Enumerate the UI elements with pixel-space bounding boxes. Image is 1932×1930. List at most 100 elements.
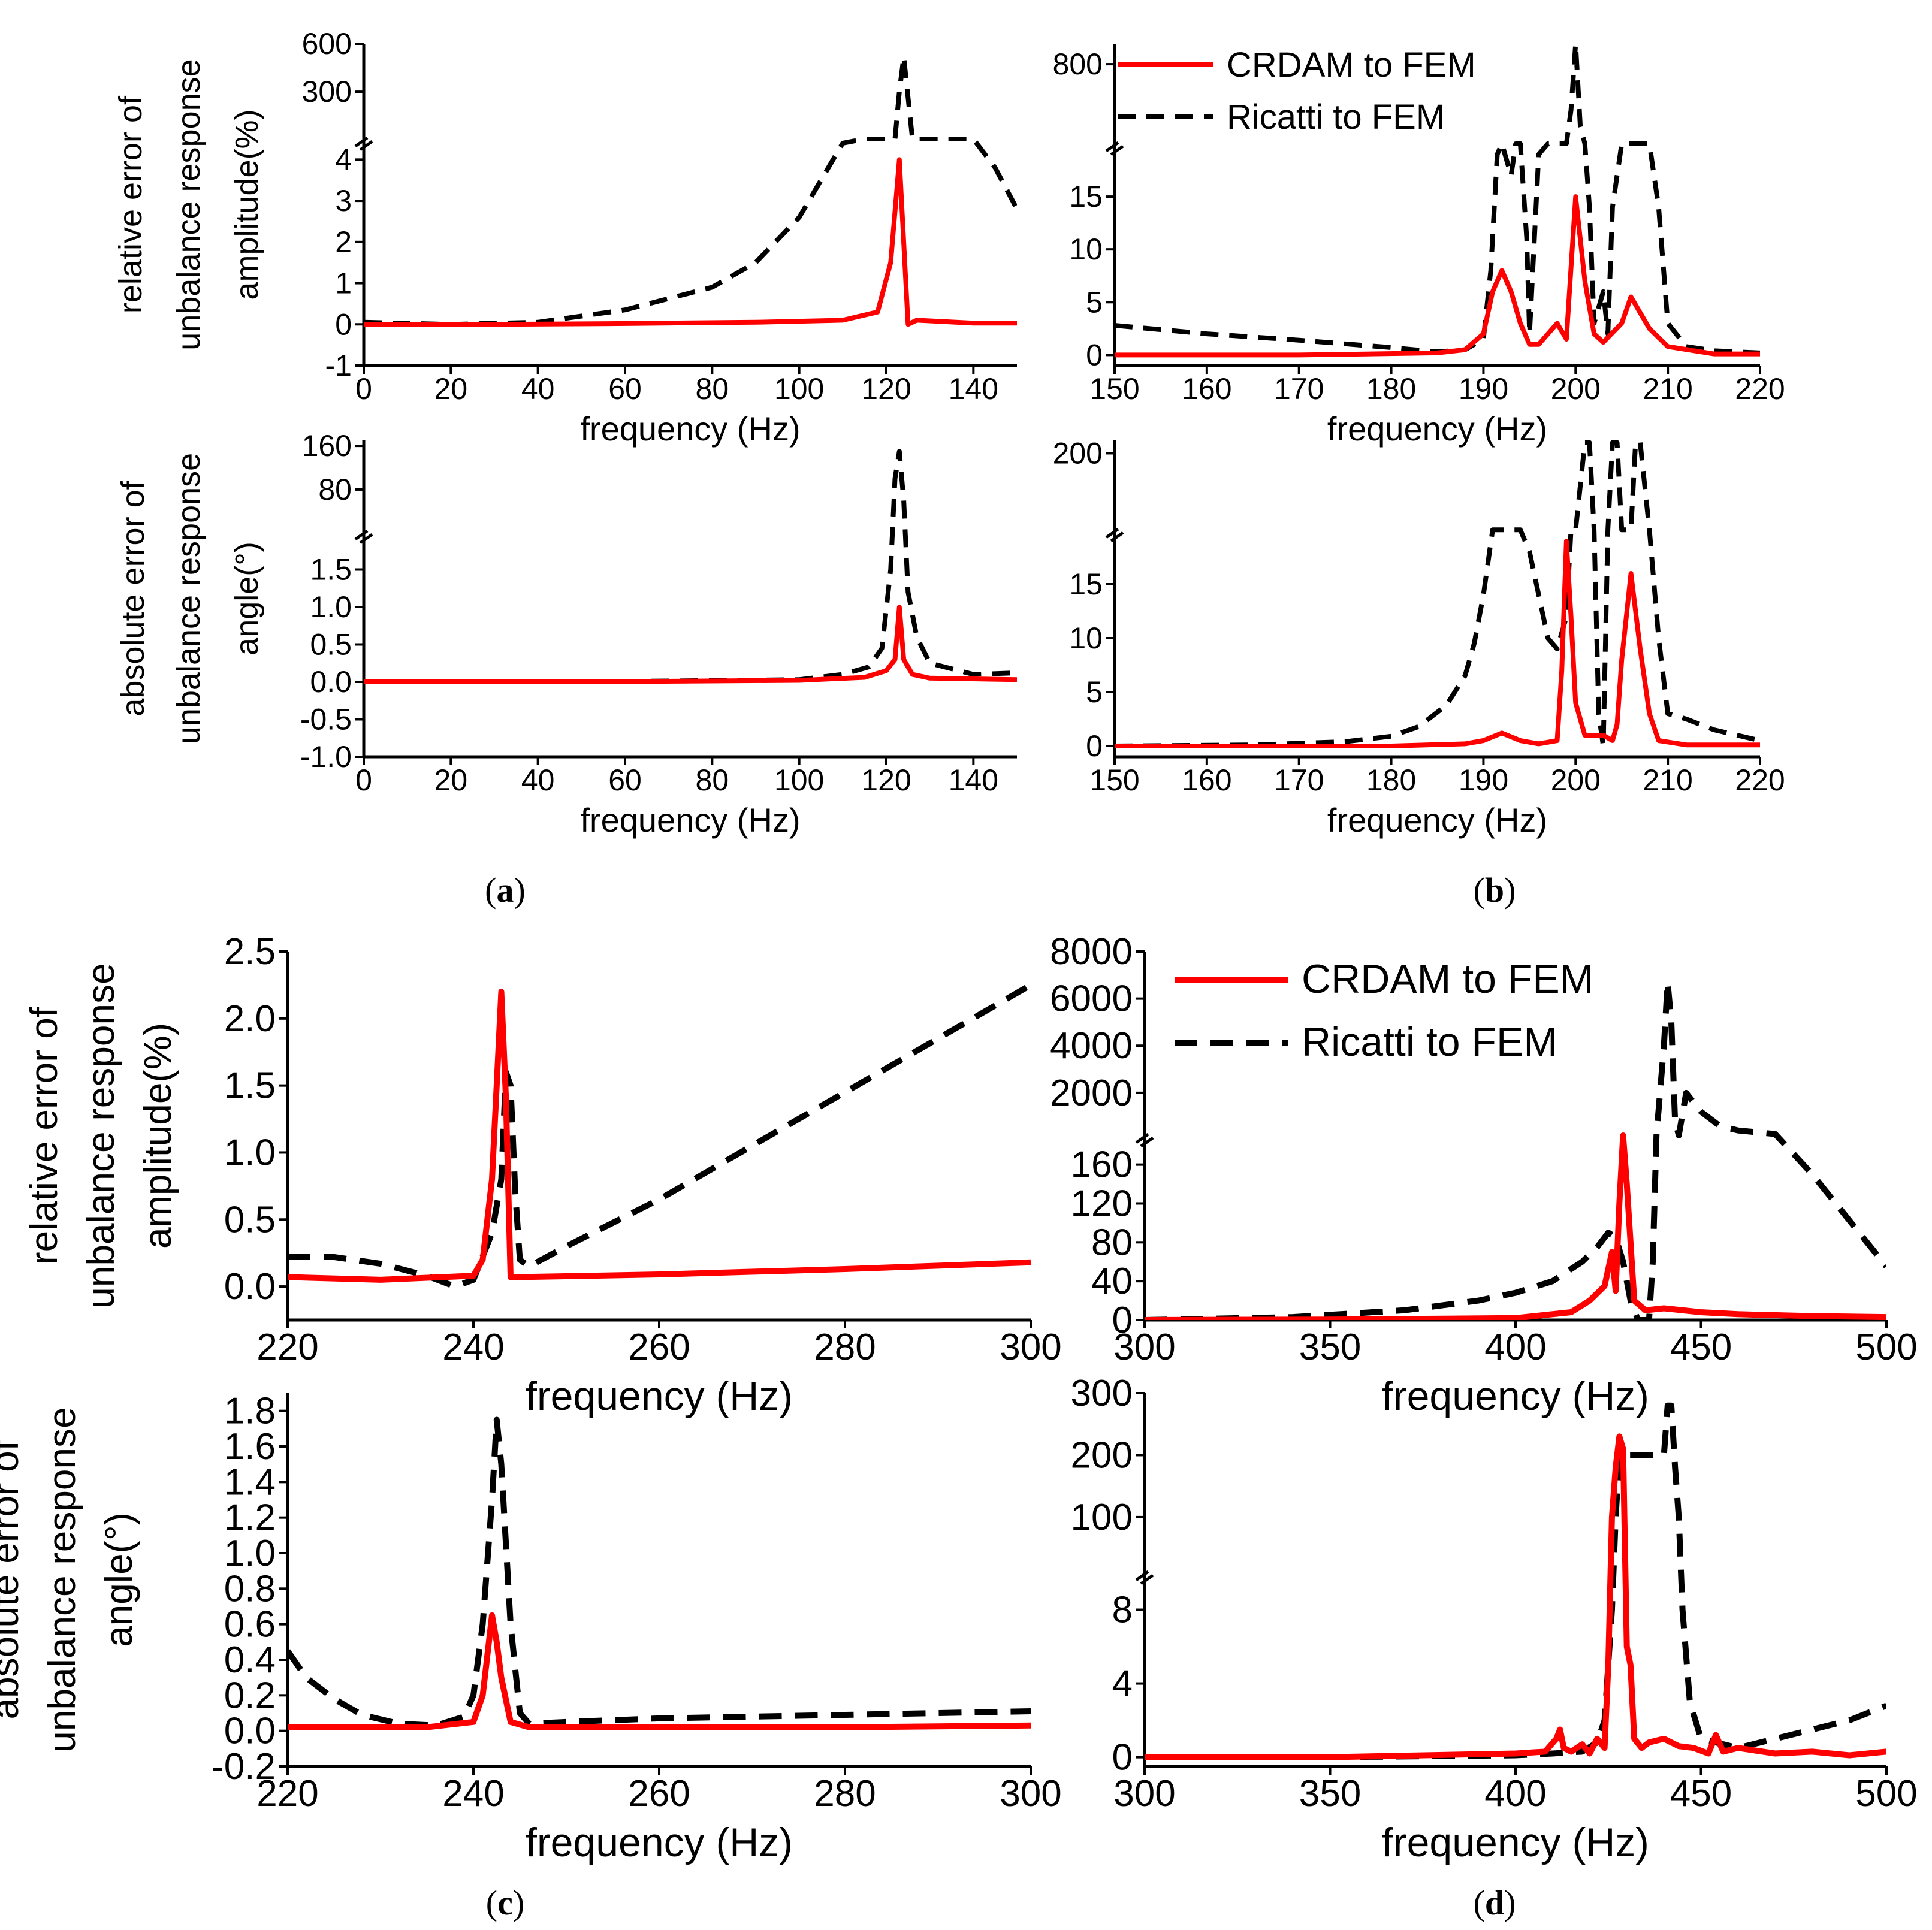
y-axis-title-line: relative error of	[113, 95, 149, 313]
x-tick-label: 120	[861, 372, 911, 406]
caption-a-letter: a	[497, 871, 514, 910]
legend-crdam-label: CRDAM to FEM	[1302, 956, 1593, 1002]
y-tick-label: 0.2	[224, 1675, 276, 1716]
y-tick-label: 160	[302, 429, 352, 463]
series-ricatti-line	[1145, 979, 1886, 1320]
y-axis-title-line: unbalance response	[171, 59, 207, 350]
series-crdam-line	[1145, 1132, 1886, 1320]
svg-text:(b): (b)	[1474, 871, 1516, 910]
x-tick-label: 160	[1182, 763, 1231, 797]
x-tick-label: 500	[1855, 1327, 1917, 1368]
y-axis-title-line: angle(°)	[229, 542, 265, 656]
y-tick-label: 0.5	[310, 628, 352, 662]
y-tick-label: 2	[335, 225, 352, 259]
axis-break-mark	[354, 136, 373, 152]
y-tick-label: 0.8	[224, 1568, 276, 1609]
y-tick-label: 4	[1112, 1663, 1133, 1705]
caption-b: (b)	[1474, 871, 1516, 910]
chart-a-amp: 0 20 40 60 80 100 120 140-101234300600frequency…	[113, 27, 1017, 448]
x-axis-title: frequency (Hz)	[1382, 1820, 1649, 1865]
x-tick-label: 300	[1000, 1327, 1061, 1368]
series-ricatti-line	[1115, 440, 1760, 748]
y-tick-label: 800	[1053, 47, 1103, 81]
y-tick-label: 0.0	[224, 1711, 276, 1752]
x-tick-label: 300	[1000, 1773, 1061, 1814]
x-tick-label: 260	[628, 1327, 690, 1368]
x-tick-label: 350	[1299, 1327, 1361, 1368]
x-tick-label: 450	[1670, 1327, 1732, 1368]
y-tick-label: -0.2	[212, 1746, 276, 1787]
x-tick-label: 240	[442, 1773, 504, 1814]
x-tick-label: 150	[1089, 763, 1139, 797]
x-axis-title: frequency (Hz)	[526, 1820, 793, 1865]
y-tick-label: 0.5	[224, 1199, 276, 1240]
x-axis-title: frequency (Hz)	[580, 410, 800, 448]
x-tick-label: 100	[774, 372, 824, 406]
x-tick-label: 20	[434, 763, 468, 797]
legend-crdam-label: CRDAM to FEM	[1227, 46, 1476, 84]
series-ricatti-line	[364, 449, 1017, 684]
y-tick-label: 10	[1069, 621, 1103, 655]
y-tick-label: 300	[302, 75, 352, 108]
x-tick-label: 450	[1670, 1773, 1732, 1814]
y-tick-label: 4000	[1050, 1025, 1133, 1067]
x-tick-label: 150	[1089, 372, 1139, 406]
series-crdam-line	[1115, 194, 1760, 358]
x-tick-label: 0	[355, 763, 372, 797]
chart-a-ang: 0 20 40 60 80 100 120 140 -1.0 -0.5 0.00.5 1.01.5 80…	[115, 429, 1017, 839]
x-axis-title: frequency (Hz)	[526, 1373, 793, 1419]
axis-break-mark	[354, 529, 373, 545]
y-tick-label: -1.0	[300, 740, 352, 774]
x-tick-label: 190	[1459, 763, 1508, 797]
x-axis-title: frequency (Hz)	[1327, 801, 1547, 839]
y-tick-label: 0.6	[224, 1604, 276, 1645]
y-tick-label: 1	[335, 267, 352, 300]
y-tick-label: 1.5	[224, 1065, 276, 1107]
y-tick-label: 200	[1071, 1434, 1133, 1476]
x-axis-title: frequency (Hz)	[580, 801, 800, 839]
y-tick-label: 120	[1071, 1183, 1133, 1224]
x-tick-label: 220	[1735, 372, 1785, 406]
series-crdam-line	[288, 989, 1031, 1283]
x-tick-label: 80	[696, 372, 729, 406]
y-axis-title-line: relative error of	[22, 1007, 65, 1265]
x-tick-label: 200	[1551, 763, 1601, 797]
x-tick-label: 80	[696, 763, 729, 797]
y-tick-label: 1.0	[224, 1533, 276, 1574]
x-tick-label: 400	[1484, 1773, 1546, 1814]
x-tick-label: 180	[1366, 372, 1416, 406]
x-tick-label: 100	[774, 763, 824, 797]
y-axis-title-line: unbalance response	[79, 963, 122, 1308]
x-tick-label: 400	[1484, 1327, 1546, 1368]
y-axis-title-line: angle(°)	[97, 1512, 140, 1647]
axis-break-mark	[1135, 1570, 1154, 1585]
legend-ricatti-label: Ricatti to FEM	[1227, 98, 1445, 137]
y-tick-label: 0	[335, 307, 352, 341]
x-tick-label: 240	[442, 1327, 504, 1368]
caption-c-letter: c	[497, 1883, 513, 1922]
y-tick-label: 1.4	[224, 1461, 276, 1503]
x-tick-label: 20	[434, 372, 468, 406]
svg-text:(a): (a)	[485, 871, 526, 910]
legend-ricatti-label: Ricatti to FEM	[1302, 1019, 1557, 1065]
y-tick-label: 600	[302, 27, 352, 61]
x-tick-label: 0	[355, 372, 372, 406]
x-tick-label: 260	[628, 1773, 690, 1814]
y-axis-title-line: unbalance response	[40, 1407, 83, 1752]
y-tick-label: 1.8	[224, 1391, 276, 1432]
series-crdam-line	[288, 1612, 1031, 1730]
caption-d: (d)	[1474, 1883, 1516, 1922]
x-tick-label: 60	[608, 763, 642, 797]
x-tick-label: 500	[1855, 1773, 1917, 1814]
y-tick-label: 5	[1086, 285, 1103, 319]
chart-d-ang: 300 350 400 450 500 0 4 8 100 200 300 frequency (Hz…	[1071, 1373, 1918, 1865]
axis-break-mark	[1135, 1132, 1154, 1148]
x-tick-label: 180	[1366, 763, 1416, 797]
y-tick-label: 0	[1086, 338, 1103, 371]
y-tick-label: 8000	[1050, 931, 1133, 972]
x-tick-label: 280	[814, 1327, 876, 1368]
y-tick-label: 4	[335, 143, 352, 176]
y-tick-label: 40	[1091, 1261, 1133, 1302]
y-tick-label: 6000	[1050, 978, 1133, 1020]
